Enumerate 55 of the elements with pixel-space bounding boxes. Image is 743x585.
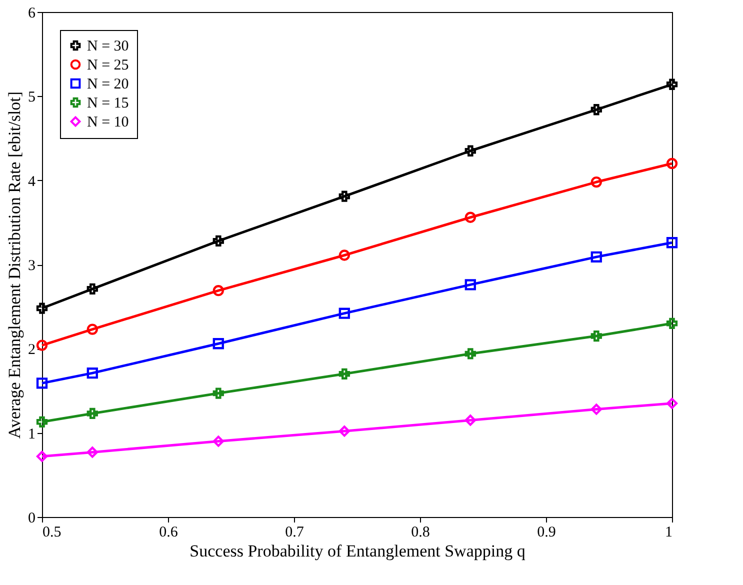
y-tick-label: 5 (28, 90, 36, 106)
x-tick-label: 1 (665, 524, 672, 540)
point (464, 212, 476, 223)
point (212, 338, 224, 350)
point (590, 104, 602, 116)
point (666, 158, 678, 170)
point (86, 324, 98, 335)
x-tick-label: 0.6 (159, 524, 178, 540)
legend-label: N = 30 (87, 38, 129, 54)
point (212, 285, 224, 296)
point (212, 436, 224, 447)
point (590, 404, 602, 415)
point (212, 235, 224, 247)
y-tick-label: 0 (28, 510, 36, 526)
point (36, 340, 48, 351)
x-axis-title: Success Probability of Entanglement Swapping q (190, 542, 526, 560)
point (86, 368, 98, 379)
y-tick-label: 2 (28, 342, 36, 358)
point (86, 446, 98, 458)
point (464, 414, 476, 426)
y-axis-title: Average Entanglement Distribution Rate [ebit/slot] (5, 91, 24, 439)
point (36, 378, 48, 389)
point (86, 408, 98, 420)
point (666, 398, 678, 409)
point (36, 416, 48, 428)
point (590, 330, 602, 342)
point (338, 308, 350, 319)
point (464, 145, 476, 156)
point (464, 279, 476, 290)
point (36, 302, 48, 314)
y-tick-label: 4 (28, 174, 36, 190)
point (590, 176, 602, 188)
point (36, 450, 48, 462)
legend-label: N = 25 (87, 58, 129, 74)
point (338, 190, 350, 202)
point (212, 388, 224, 399)
x-tick-label: 0.7 (285, 524, 304, 540)
x-tick-label: 0.9 (537, 524, 556, 540)
x-tick-label: 0.8 (411, 524, 430, 540)
legend-label: N = 10 (87, 114, 129, 130)
point (86, 283, 98, 294)
y-tick-label: 6 (28, 6, 36, 22)
y-tick-label: 1 (28, 426, 36, 442)
point (666, 237, 678, 248)
point (338, 250, 350, 261)
point (666, 318, 678, 329)
x-tick-label: 0.5 (42, 524, 62, 540)
point (590, 251, 602, 262)
legend-label: N = 20 (87, 76, 129, 92)
point (464, 348, 476, 360)
point (338, 426, 350, 437)
point (666, 78, 678, 90)
y-tick-label: 3 (28, 258, 36, 274)
point (338, 368, 350, 380)
legend-label: N = 15 (87, 96, 129, 112)
